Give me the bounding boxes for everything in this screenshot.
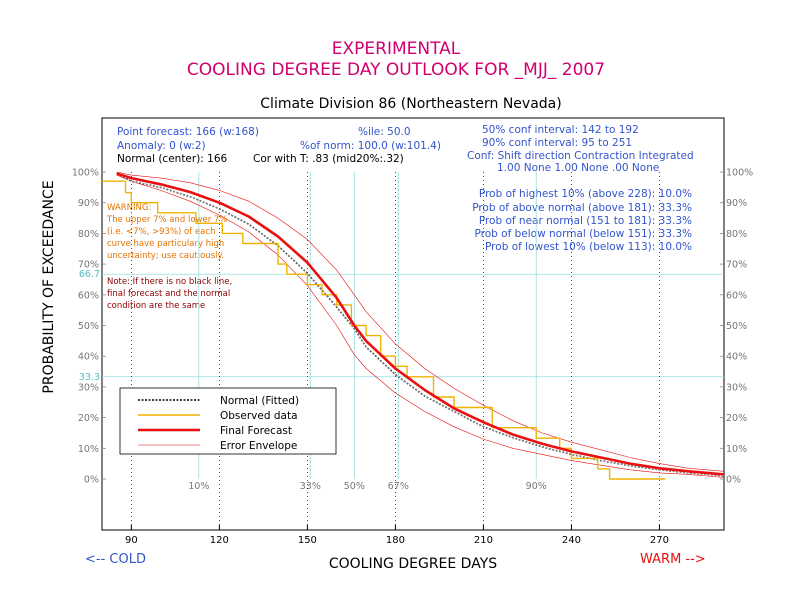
title-line2: COOLING DEGREE DAY OUTLOOK FOR _MJJ_ 200…: [187, 60, 605, 80]
axis-layer: 90 120 150 180 210 240 270 100% 100% 90% 90% 80% 80%…: [72, 168, 753, 547]
y-tick-label-right: 30%: [726, 382, 747, 393]
series-layer: [102, 171, 725, 480]
info-conf90: 90% conf interval: 95 to 251: [482, 137, 632, 149]
percentile-label: 10%: [188, 481, 209, 492]
legend-normal-label: Normal (Fitted): [220, 395, 299, 407]
info-ile: %ile: 50.0: [358, 126, 411, 138]
x-tick-label: 180: [386, 535, 405, 546]
legend-box: [119, 387, 337, 455]
y-tick-label-left: 60%: [78, 290, 99, 301]
y-tick-label-left: 40%: [78, 352, 99, 363]
y-tick-label-left: 80%: [78, 229, 99, 240]
percentile-label: 33%: [300, 481, 321, 492]
x-tick-label: 90: [125, 535, 138, 546]
warning-title: WARNING:: [107, 203, 151, 213]
x-axis-title: COOLING DEGREE DAYS: [329, 556, 497, 572]
y-tick-label-left: 50%: [78, 321, 99, 332]
legend-final-label: Final Forecast: [220, 425, 292, 437]
info-pct-norm: %of norm: 100.0 (w:101.4): [300, 140, 441, 152]
y-tick-label-right: 0%: [726, 475, 741, 486]
y-tick-label-left: 20%: [78, 413, 99, 424]
y-axis-title: PROBABILITY OF EXCEEDANCE: [41, 180, 57, 393]
note-line-3: condition are the same: [107, 301, 205, 311]
y-tick-label-left: 70%: [78, 260, 99, 271]
normal-fitted-line-highlight: [116, 173, 725, 477]
x-tick-label: 120: [210, 535, 229, 546]
y-tick-label-right: 40%: [726, 352, 747, 363]
plot-frame: [101, 117, 725, 531]
y-tick-label-left: 90%: [78, 198, 99, 209]
x-tick-label: 210: [474, 535, 493, 546]
y-tick-label-right: 10%: [726, 444, 747, 455]
warning-line-2: (i.e. <7%, >93%) of each: [107, 227, 215, 237]
x-tick-label: 150: [298, 535, 317, 546]
error-envelope-upper-line: [116, 171, 725, 472]
percentile-label: 67%: [388, 481, 409, 492]
prob-line-3: Prob of near normal (151 to 181): 33.3%: [479, 215, 692, 227]
percentile-label: 90%: [526, 481, 547, 492]
legend-envelope-label: Error Envelope: [220, 440, 297, 452]
warm-label: WARM -->: [640, 552, 706, 567]
info-conf-header: Conf: Shift direction Contraction Integr…: [467, 150, 694, 162]
y-tick-label-right: 100%: [726, 168, 753, 179]
note-line-1: Note: If there is no black line,: [107, 277, 232, 287]
prob-line-5: Prob of lowest 10% (below 113): 10.0%: [485, 241, 692, 253]
warning-line-3: curve have particulary high: [107, 239, 224, 249]
x-tick-label: 270: [650, 535, 669, 546]
info-anomaly: Anomaly: 0 (w:2): [117, 140, 206, 152]
ref-line-label: 66.7: [79, 269, 100, 280]
legend-observed-label: Observed data: [220, 410, 298, 422]
prob-line-4: Prob of below normal (below 151): 33.3%: [475, 228, 693, 240]
note-line-2: final forecast and the normal: [107, 289, 230, 299]
y-tick-label-right: 60%: [726, 290, 747, 301]
error-envelope-lower-line: [116, 174, 725, 478]
y-tick-label-right: 90%: [726, 198, 747, 209]
title-line1: EXPERIMENTAL: [332, 39, 461, 59]
prob-line-2: Prob of above normal (above 181): 33.3%: [472, 202, 692, 214]
info-cor: Cor with T: .83 (mid20%:.32): [253, 153, 404, 165]
percentile-label: 50%: [344, 481, 365, 492]
final-forecast-line: [116, 172, 725, 476]
warning-line-1: The upper 7% and lower 7%: [106, 215, 227, 225]
y-tick-label-left: 0%: [84, 475, 99, 486]
x-tick-label: 240: [562, 535, 581, 546]
y-tick-label-right: 50%: [726, 321, 747, 332]
info-conf-values: 1.00 None 1.00 None .00 None: [497, 162, 659, 174]
info-point-forecast: Point forecast: 166 (w:168): [117, 126, 259, 138]
cold-label: <-- COLD: [85, 552, 146, 567]
y-tick-label-right: 20%: [726, 413, 747, 424]
y-tick-label-left: 100%: [72, 168, 99, 179]
prob-line-1: Prob of highest 10% (above 228): 10.0%: [479, 188, 692, 200]
observed-data-line: [102, 180, 666, 480]
ref-line-label: 33.3: [79, 372, 100, 383]
chart-subtitle: Climate Division 86 (Northeastern Nevada…: [260, 96, 561, 112]
y-tick-label-right: 70%: [726, 260, 747, 271]
info-normal-center: Normal (center): 166: [117, 153, 228, 165]
y-tick-label-left: 30%: [78, 382, 99, 393]
y-tick-label-left: 10%: [78, 444, 99, 455]
grid-layer: 10% 33% 50% 67% 90% 66.7 33.3: [79, 172, 724, 530]
info-conf50: 50% conf interval: 142 to 192: [482, 124, 639, 136]
warning-line-4: uncertainty; use cautiously.: [107, 251, 224, 261]
y-tick-label-right: 80%: [726, 229, 747, 240]
